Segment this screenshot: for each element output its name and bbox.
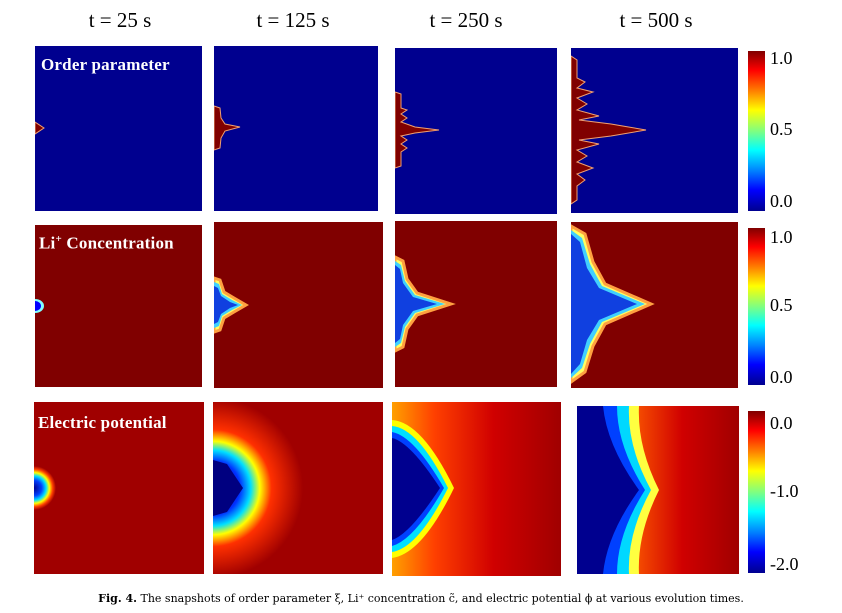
potential-t500 [577, 406, 739, 574]
potential-t125 [213, 402, 383, 574]
order-parameter-t25 [35, 46, 202, 211]
figure-caption-text: The snapshots of order parameter ξ, Li⁺ … [140, 592, 744, 605]
time-label-25: t = 25 s [88, 8, 152, 32]
colorbar-order-tick-top: 1.0 [770, 48, 793, 68]
colorbar-potential-tick-mid: -1.0 [770, 481, 799, 501]
colorbar-electric-potential [748, 411, 765, 573]
row-label-concentration-suffix: Concentration [61, 233, 174, 253]
concentration-t25 [35, 225, 202, 387]
figure-number: Fig. 4. [98, 592, 137, 605]
colorbar-order-parameter [748, 51, 765, 211]
potential-t250 [392, 402, 561, 576]
colorbar-potential-tick-top: 0.0 [770, 413, 793, 433]
order-parameter-t125 [214, 46, 378, 211]
order-parameter-t250 [395, 48, 557, 214]
row-label-order-parameter: Order parameter [41, 55, 170, 74]
row-label-electric-potential: Electric potential [38, 413, 167, 432]
colorbar-concentration [748, 228, 765, 385]
time-label-500: t = 500 s [619, 8, 693, 32]
colorbar-order-tick-bottom: 0.0 [770, 191, 793, 211]
figure-caption: Fig. 4. The snapshots of order parameter… [0, 592, 842, 605]
concentration-t125 [214, 222, 383, 388]
time-label-125: t = 125 s [256, 8, 330, 32]
time-label-250: t = 250 s [429, 8, 503, 32]
concentration-t500 [571, 222, 738, 388]
colorbar-potential-tick-bottom: -2.0 [770, 554, 799, 574]
row-label-concentration: Li+ Concentration [39, 233, 174, 254]
concentration-t250 [395, 221, 557, 387]
order-parameter-t500 [571, 48, 738, 213]
row-label-concentration-prefix: Li [39, 233, 56, 253]
potential-t25 [34, 402, 204, 574]
colorbar-concentration-tick-bottom: 0.0 [770, 367, 793, 387]
colorbar-concentration-tick-mid: 0.5 [770, 295, 793, 315]
colorbar-concentration-tick-top: 1.0 [770, 227, 793, 247]
colorbar-order-tick-mid: 0.5 [770, 119, 793, 139]
row-label-concentration-sup: + [55, 233, 62, 245]
